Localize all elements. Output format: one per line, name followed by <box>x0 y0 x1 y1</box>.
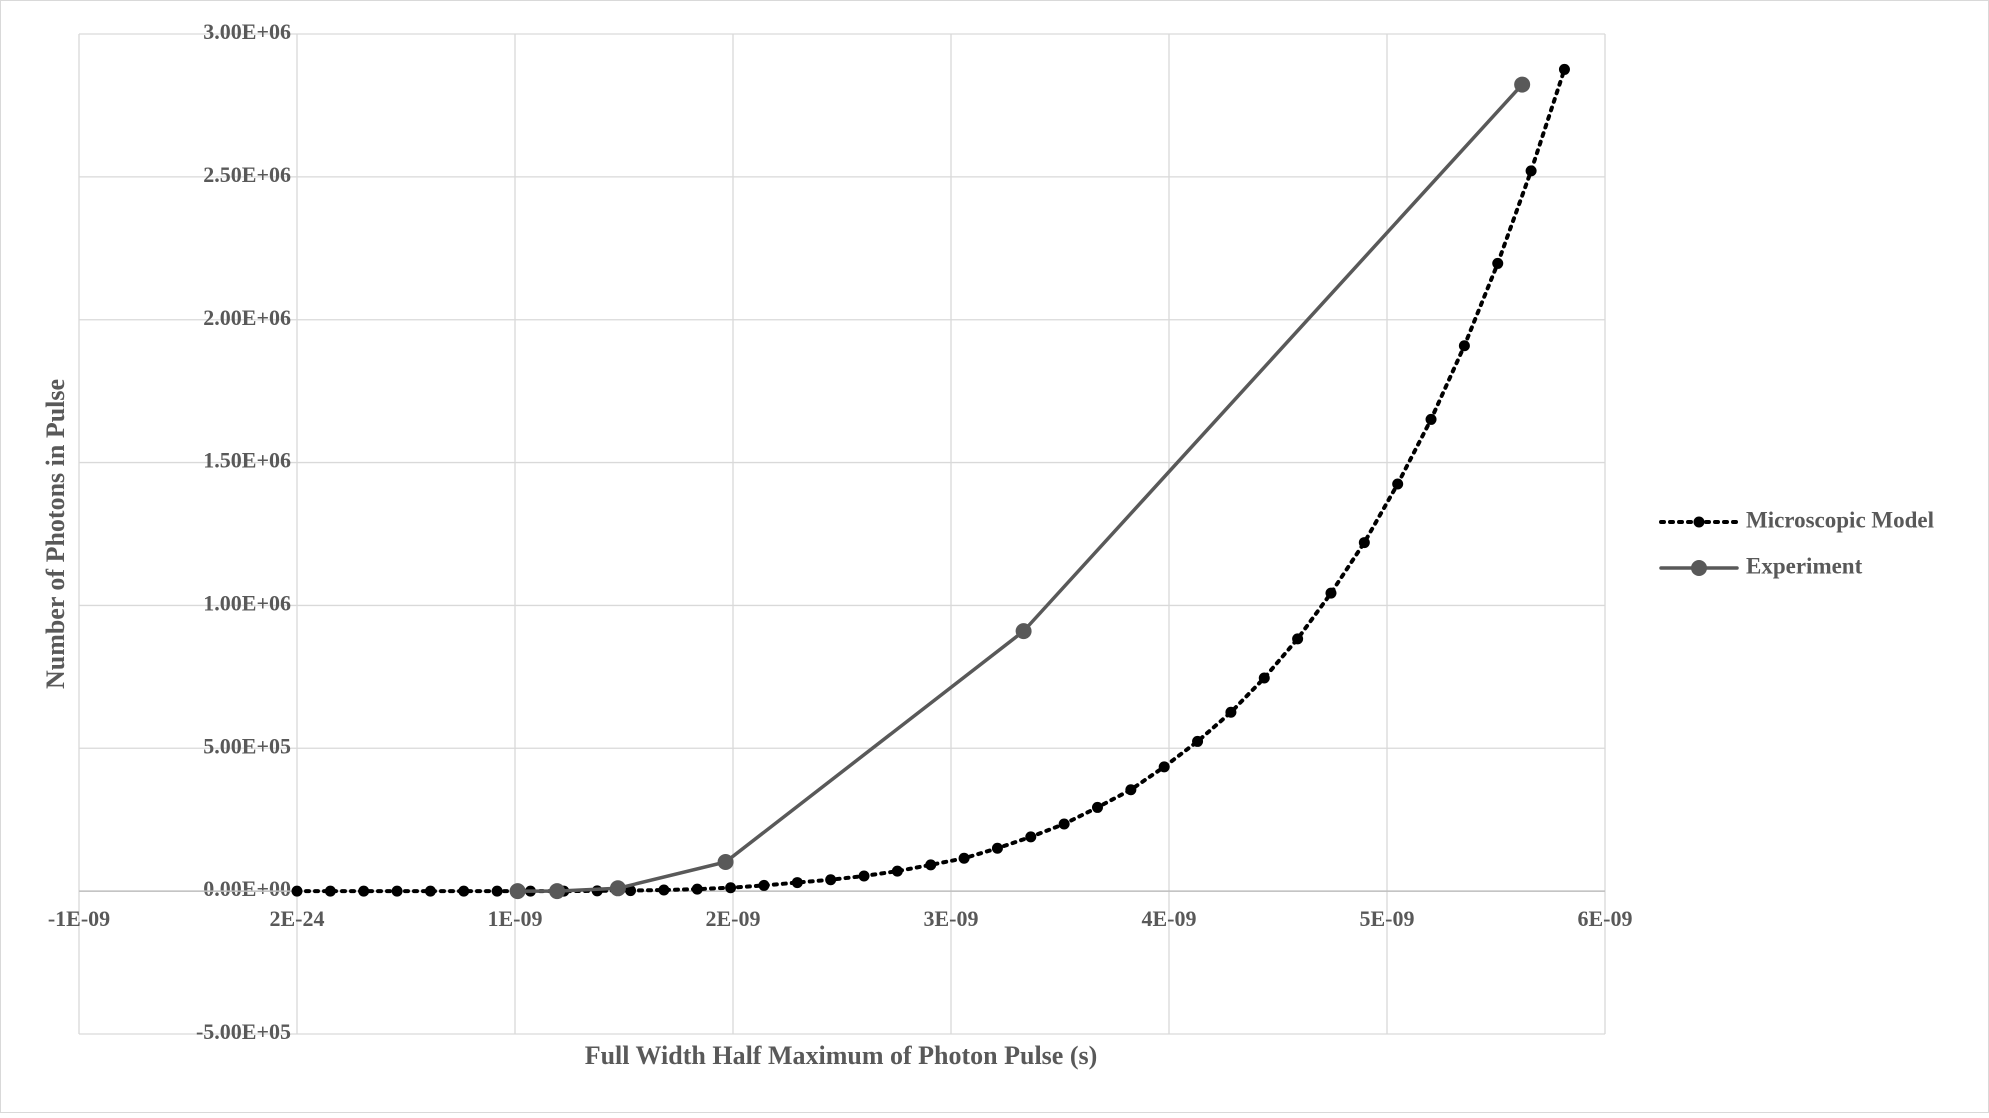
data-point <box>717 854 734 870</box>
y-tick-label: 2.50E+06 <box>203 162 291 187</box>
data-point <box>1058 818 1070 830</box>
legend-marker <box>1691 560 1707 576</box>
y-tick-label: 5.00E+05 <box>203 733 291 758</box>
data-point <box>1425 413 1437 425</box>
data-point <box>424 885 436 897</box>
data-point <box>1458 340 1470 352</box>
data-point <box>1225 706 1237 718</box>
data-point <box>291 885 303 897</box>
data-point <box>1358 537 1370 549</box>
data-point <box>658 884 670 896</box>
y-tick-label: 2.00E+06 <box>203 305 291 330</box>
x-tick-label: 2E-09 <box>706 906 761 931</box>
data-point <box>1525 165 1537 177</box>
y-tick-label: 1.00E+06 <box>203 590 291 615</box>
x-tick-label: -1E-09 <box>48 906 110 931</box>
data-point <box>691 883 703 895</box>
data-point <box>1192 735 1204 747</box>
data-point <box>991 842 1003 854</box>
data-point <box>1015 623 1032 640</box>
data-point <box>358 885 370 897</box>
data-point <box>925 859 937 871</box>
legend-label: Microscopic Model <box>1746 507 1934 532</box>
data-point <box>509 883 526 900</box>
data-point <box>491 885 503 897</box>
series-line <box>295 67 1567 894</box>
data-point <box>725 882 737 894</box>
data-point <box>891 865 903 877</box>
x-tick-label: 4E-09 <box>1142 906 1197 931</box>
data-point <box>958 852 970 864</box>
data-point <box>1125 784 1137 796</box>
data-point <box>1392 478 1404 490</box>
legend-marker <box>1693 516 1705 528</box>
x-axis-title: Full Width Half Maximum of Photon Pulse … <box>585 1041 1098 1070</box>
data-point <box>1558 63 1570 75</box>
y-axis-title: Number of Photons in Pulse <box>41 379 70 689</box>
y-tick-label: 3.00E+06 <box>203 19 291 44</box>
data-point <box>1258 672 1270 684</box>
data-point <box>458 885 470 897</box>
x-tick-label: 2E-24 <box>270 906 325 931</box>
plot-area <box>291 63 1570 900</box>
data-point <box>625 885 637 897</box>
y-tick-label: -5.00E+05 <box>196 1019 291 1044</box>
data-point <box>1514 76 1531 93</box>
data-point <box>549 883 566 900</box>
y-tick-label: 1.50E+06 <box>203 448 291 473</box>
x-tick-label: 6E-09 <box>1578 906 1633 931</box>
data-point <box>1158 761 1170 773</box>
data-point <box>324 885 336 897</box>
data-point <box>1492 257 1504 269</box>
data-point <box>758 879 770 891</box>
data-point <box>1292 633 1304 645</box>
data-point <box>825 874 837 886</box>
data-point <box>391 885 403 897</box>
data-point <box>791 877 803 889</box>
x-tick-label: 1E-09 <box>488 906 543 931</box>
data-point <box>1091 801 1103 813</box>
x-tick-label: 5E-09 <box>1360 906 1415 931</box>
legend-label: Experiment <box>1746 553 1863 578</box>
data-point <box>858 870 870 882</box>
data-point <box>609 880 626 897</box>
data-point <box>1025 831 1037 843</box>
data-point <box>1325 587 1337 599</box>
y-tick-label: 0.00E+00 <box>203 876 291 901</box>
x-tick-label: 3E-09 <box>924 906 979 931</box>
